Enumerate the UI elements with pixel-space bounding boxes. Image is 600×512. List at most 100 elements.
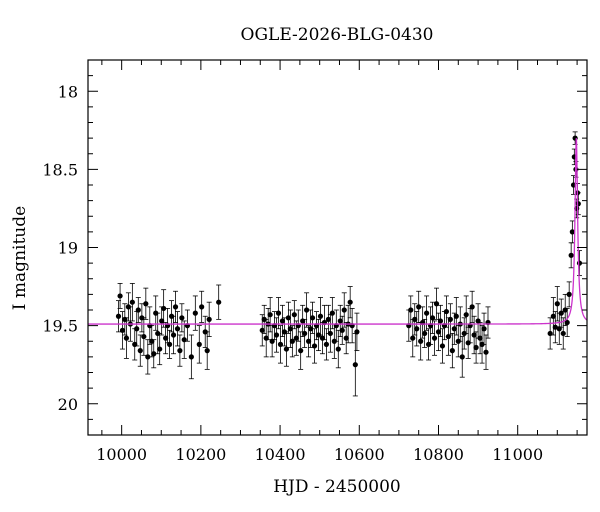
- data-point: [277, 325, 284, 364]
- data-marker: [416, 304, 422, 310]
- data-marker: [554, 301, 560, 307]
- data-marker: [560, 330, 566, 337]
- data-marker: [429, 315, 436, 321]
- data-marker: [166, 341, 173, 347]
- data-marker: [117, 293, 123, 299]
- data-marker: [329, 310, 335, 316]
- data-point: [151, 339, 157, 369]
- data-marker: [151, 351, 157, 357]
- plot-frame: [87, 59, 588, 436]
- data-marker: [325, 316, 331, 322]
- data-point: [206, 301, 212, 337]
- data-marker: [277, 341, 284, 347]
- data-point: [298, 331, 304, 370]
- data-point: [204, 331, 210, 370]
- data-point: [145, 339, 151, 375]
- data-point: [554, 286, 560, 322]
- data-marker: [335, 346, 341, 352]
- data-marker: [304, 307, 310, 313]
- data-point: [564, 308, 570, 337]
- data-marker: [161, 305, 167, 312]
- data-marker: [309, 315, 316, 321]
- data-point: [451, 312, 457, 345]
- data-marker: [323, 341, 330, 347]
- data-marker: [576, 260, 583, 266]
- data-marker: [564, 319, 570, 326]
- data-marker: [463, 312, 469, 318]
- data-point: [166, 329, 173, 359]
- data-marker: [307, 326, 314, 332]
- data-marker: [192, 310, 198, 316]
- data-point: [134, 311, 140, 347]
- data-point: [188, 334, 194, 380]
- data-marker: [289, 338, 295, 344]
- data-marker: [354, 329, 360, 335]
- y-axis-label: I magnitude: [10, 206, 30, 310]
- data-point: [174, 311, 181, 347]
- data-point: [347, 286, 353, 319]
- data-point: [304, 292, 310, 328]
- data-marker: [451, 326, 457, 332]
- data-marker: [115, 313, 122, 319]
- data-point: [196, 325, 202, 364]
- model-layer: [88, 138, 588, 325]
- data-marker: [412, 316, 418, 322]
- data-point: [305, 325, 312, 358]
- data-marker: [418, 338, 424, 344]
- data-marker: [341, 307, 347, 313]
- y-tick-label: 18: [58, 82, 78, 101]
- data-point: [177, 334, 183, 367]
- data-point: [439, 328, 446, 364]
- data-marker: [267, 312, 273, 318]
- x-tick-label: 10800: [413, 445, 464, 464]
- data-marker: [408, 307, 414, 313]
- data-marker: [135, 307, 141, 313]
- data-marker: [179, 315, 185, 321]
- y-tick-label: 20: [58, 395, 78, 414]
- data-marker: [433, 301, 440, 307]
- data-point: [184, 309, 191, 342]
- data-marker: [568, 252, 574, 258]
- data-marker: [449, 348, 455, 354]
- data-point: [431, 320, 438, 356]
- data-point: [552, 311, 558, 344]
- data-marker: [569, 229, 575, 235]
- data-point: [119, 311, 126, 350]
- data-point: [475, 303, 481, 339]
- data-marker: [159, 318, 165, 324]
- data-marker: [305, 338, 312, 344]
- data-marker: [473, 344, 479, 351]
- data-point: [117, 283, 123, 309]
- data-marker: [123, 335, 130, 341]
- data-point: [192, 295, 198, 331]
- data-point: [323, 328, 330, 361]
- data-point: [422, 318, 428, 348]
- x-tick-label: 10200: [175, 445, 226, 464]
- data-marker: [317, 313, 324, 319]
- data-marker: [199, 304, 205, 310]
- data-marker: [287, 326, 293, 332]
- data-marker: [550, 313, 556, 319]
- data-point: [485, 306, 491, 339]
- data-marker: [343, 335, 349, 341]
- data-marker: [141, 333, 147, 340]
- data-marker: [177, 348, 183, 354]
- data-point: [115, 300, 122, 333]
- data-point: [459, 336, 465, 378]
- data-marker: [188, 354, 194, 360]
- data-point: [267, 297, 273, 333]
- data-point: [161, 289, 167, 328]
- data-marker: [291, 312, 297, 318]
- data-marker: [481, 326, 487, 332]
- data-marker: [552, 324, 558, 330]
- data-marker: [273, 332, 280, 338]
- data-marker: [170, 332, 177, 338]
- data-marker: [558, 310, 564, 316]
- x-tick-label: 10000: [96, 445, 147, 464]
- data-point: [568, 242, 574, 269]
- data-point: [453, 297, 459, 336]
- data-point: [135, 297, 141, 323]
- data-marker: [204, 348, 210, 354]
- data-marker: [145, 354, 151, 360]
- data-marker: [174, 326, 181, 332]
